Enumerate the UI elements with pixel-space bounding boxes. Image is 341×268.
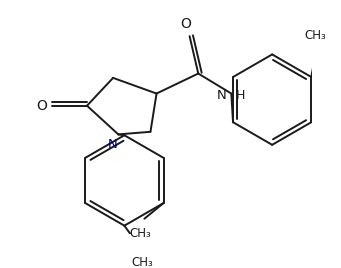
Text: O: O [180, 17, 191, 31]
Text: CH₃: CH₃ [305, 29, 327, 42]
Text: H: H [236, 89, 245, 102]
Text: N: N [108, 138, 118, 151]
Text: CH₃: CH₃ [132, 256, 153, 268]
Text: N: N [217, 89, 227, 102]
Text: CH₃: CH₃ [129, 228, 151, 240]
Text: O: O [36, 99, 47, 113]
